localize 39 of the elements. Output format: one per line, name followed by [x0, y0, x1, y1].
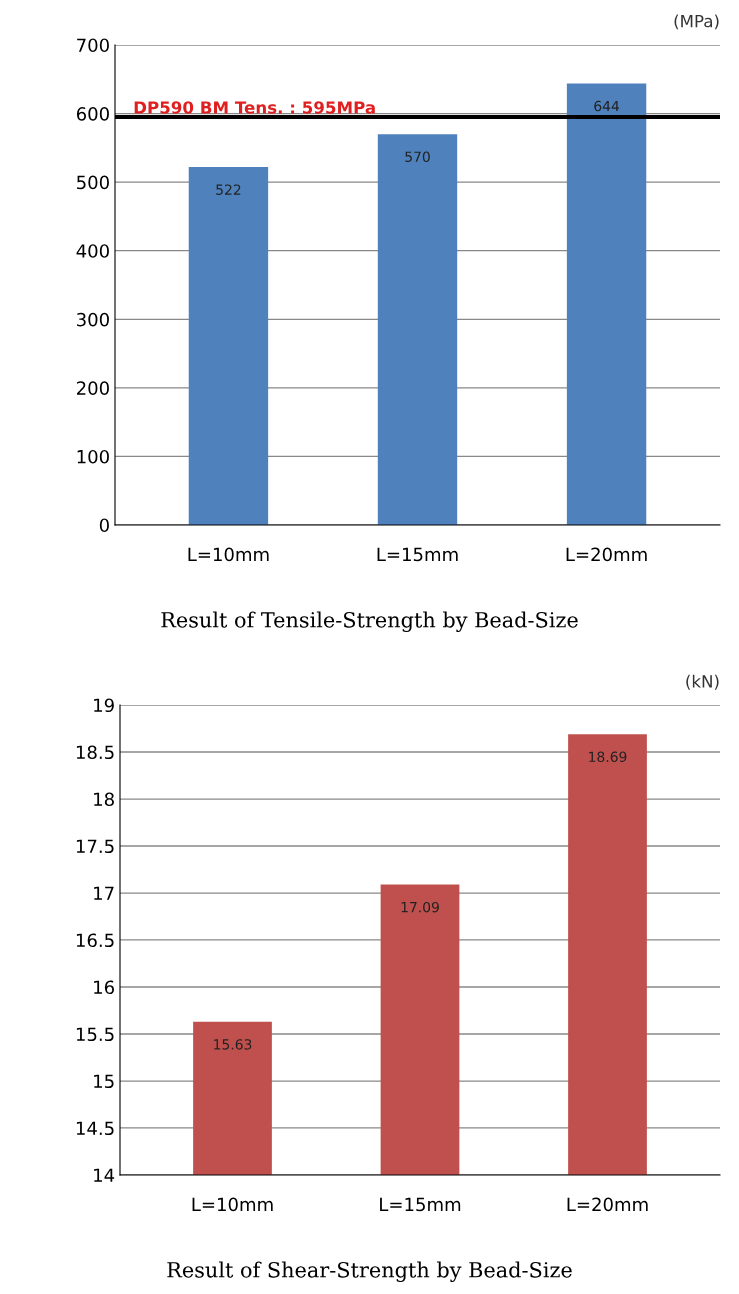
ref-line-label: DP590 BM Tens. : 595MPa: [134, 101, 375, 114]
y-tick-label: 15.5: [76, 1027, 114, 1042]
x-tick-label: L=20mm: [566, 547, 647, 562]
y-tick-label: 100: [77, 449, 109, 464]
y-tick-label: 14: [94, 1168, 115, 1182]
bar: [377, 134, 458, 525]
x-tick-label: L=10mm: [188, 547, 269, 562]
y-tick-label: 14.5: [76, 1121, 114, 1136]
data-label: 570: [405, 151, 430, 163]
bar: [188, 167, 269, 525]
y-tick-label: 700: [77, 38, 109, 53]
x-tick-label: L=10mm: [192, 1197, 273, 1212]
x-tick-label: L=15mm: [377, 547, 458, 562]
text: Result of Shear-Strength by Bead-Size: [167, 1261, 572, 1282]
data-label: 15.63: [214, 1039, 252, 1050]
y-tick-label: 600: [76, 107, 109, 121]
data-label: 17.09: [401, 901, 439, 913]
y-axis-title: (MPa): [674, 14, 719, 30]
y-tick-label: 18.5: [76, 745, 114, 760]
data-label: 644: [594, 100, 620, 112]
bar: [566, 83, 647, 525]
data-label: 522: [216, 184, 241, 195]
y-tick-label: 17: [94, 886, 114, 900]
y-tick-label: 15: [94, 1074, 114, 1089]
y-tick-label: 500: [77, 175, 109, 190]
y-tick-label: 400: [76, 244, 109, 258]
y-tick-label: 16: [94, 980, 114, 995]
y-tick-label: 300: [77, 312, 109, 327]
y-tick-label: 200: [77, 381, 109, 395]
text: Result of Tensile-Strength by Bead-Size: [161, 611, 578, 632]
y-tick-label: 16.5: [76, 933, 114, 948]
y-tick-label: 18: [94, 792, 114, 807]
y-tick-label: 0: [99, 518, 109, 533]
y-tick-label: 19: [94, 698, 114, 713]
y-axis-title: (kN): [686, 674, 719, 690]
data-label: 18.69: [589, 751, 627, 762]
y-tick-label: 17.5: [76, 839, 114, 854]
x-tick-label: L=20mm: [567, 1197, 648, 1212]
x-tick-label: L=15mm: [380, 1197, 461, 1212]
